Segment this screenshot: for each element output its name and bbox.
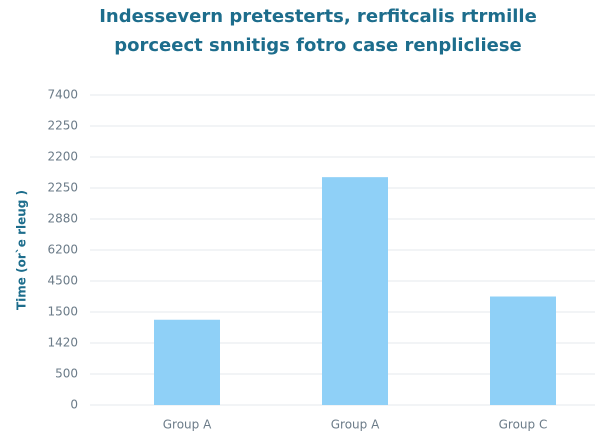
y-tick-label: 1500 [47,305,78,319]
x-tick-label: Group C [499,418,548,432]
bar [490,296,556,405]
y-tick-label: 2250 [47,181,78,195]
y-tick-label: 4500 [47,274,78,288]
y-tick-label: 500 [55,367,78,381]
x-tick-label: Group A [331,418,380,432]
y-axis-label: Time (or`e rleug ) [15,190,29,310]
y-tick-label: 0 [70,398,78,412]
bar [322,177,388,405]
y-tick-label: 2880 [47,212,78,226]
chart-title: porceect snnitigs fotro case renpliclies… [114,35,522,56]
y-tick-label: 2250 [47,119,78,133]
y-tick-label: 6200 [47,243,78,257]
x-tick-label: Group A [163,418,212,432]
y-tick-label: 1420 [47,336,78,350]
y-tick-label: 7400 [47,88,78,102]
bar [154,319,220,405]
y-tick-label: 2200 [47,150,78,164]
chart-title: Indessevern pretesterts, rerfitcalis rtr… [99,6,537,27]
